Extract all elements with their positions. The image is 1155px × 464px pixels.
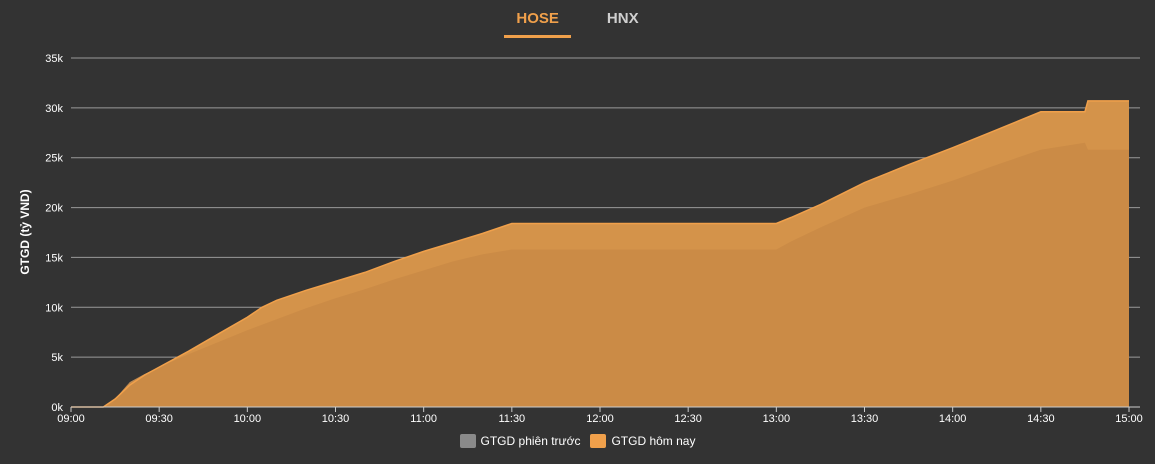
legend-label-previous: GTGD phiên trước: [480, 434, 581, 448]
x-tick-label: 11:00: [410, 413, 437, 425]
y-tick-label: 10k: [45, 302, 63, 314]
y-tick-label: 5k: [51, 352, 63, 364]
tab-hose[interactable]: HOSE: [504, 8, 571, 38]
legend-item-today[interactable]: GTGD hôm nay: [590, 434, 695, 448]
y-tick-label: 35k: [45, 53, 63, 65]
plot-areas: [71, 100, 1129, 408]
x-tick-label: 09:30: [145, 413, 173, 425]
series-line-today: [71, 100, 1129, 408]
axes: 0k 5k 10k 15k 20k 25k 30k 35k 09:00 09:30 10:00 10:…: [45, 53, 1143, 425]
exchange-tabs: HOSE HNX: [0, 8, 1155, 38]
legend-swatch-today: [590, 434, 607, 448]
x-tick-label: 10:30: [322, 413, 350, 425]
x-tick-label: 15:00: [1115, 413, 1143, 425]
legend-item-previous[interactable]: GTGD phiên trước: [459, 434, 581, 448]
legend-swatch-previous: [459, 434, 476, 448]
y-tick-label: 20k: [45, 203, 63, 215]
y-tick-label: 30k: [45, 103, 63, 115]
x-tick-label: 11:30: [498, 413, 525, 425]
legend: GTGD phiên trước GTGD hôm nay: [0, 434, 1155, 448]
x-tick-label: 09:00: [57, 413, 85, 425]
x-tick-label: 13:30: [851, 413, 879, 425]
y-tick-label: 0k: [51, 402, 63, 414]
y-axis-label: GTGD (tỷ VND): [18, 189, 32, 274]
tab-hnx[interactable]: HNX: [606, 10, 639, 27]
legend-label-today: GTGD hôm nay: [611, 434, 696, 448]
x-tick-label: 13:00: [763, 413, 791, 425]
y-tick-label: 15k: [45, 252, 63, 264]
y-tick-label: 25k: [45, 153, 63, 165]
x-tick-label: 14:00: [939, 413, 967, 425]
x-tick-label: 12:00: [586, 413, 614, 425]
x-tick-label: 12:30: [674, 413, 702, 425]
x-tick-label: 10:00: [234, 413, 262, 425]
x-tick-label: 14:30: [1027, 413, 1055, 425]
series-area-previous-overlay: [71, 142, 1129, 408]
